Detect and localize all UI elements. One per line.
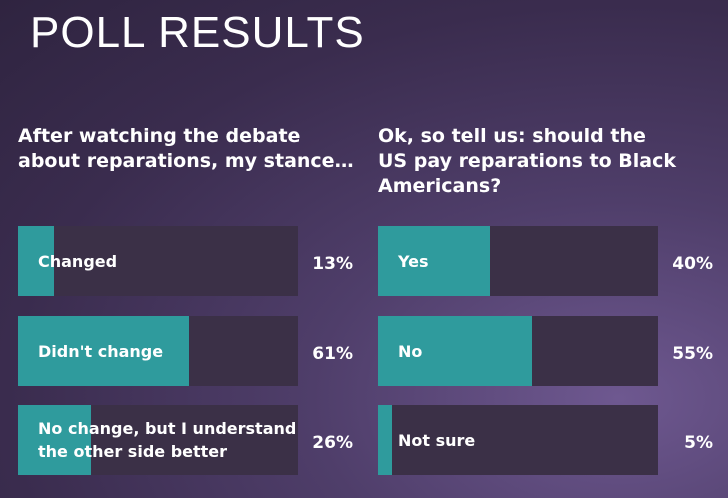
question-line: Ok, so tell us: should the	[378, 125, 646, 147]
question-line: about reparations, my stance…	[18, 150, 354, 172]
question-line: After watching the debate	[18, 125, 301, 147]
category-label: No change, but I understand the other si…	[38, 419, 297, 461]
bar-track: Didn't change	[18, 316, 298, 386]
category-label: No	[398, 341, 423, 361]
value-label: 26%	[312, 433, 353, 453]
value-label: 55%	[672, 344, 713, 364]
bar-track: Changed	[18, 226, 298, 296]
bar	[18, 405, 91, 475]
bar	[18, 226, 55, 296]
bar-track: No change, but I understand the other si…	[18, 405, 298, 475]
question-line: US pay reparations to Black	[378, 150, 676, 172]
bar-track: Not sure	[378, 405, 658, 475]
category-label: Changed	[38, 251, 118, 271]
category-label: Not sure	[398, 430, 476, 450]
bar-track: No	[378, 316, 658, 386]
bar	[378, 405, 392, 475]
category-label: Didn't change	[38, 341, 164, 361]
value-label: 13%	[312, 254, 353, 274]
page-title: POLL RESULTS	[30, 8, 365, 57]
question-line: Americans?	[378, 175, 502, 197]
category-label: Yes	[398, 251, 429, 271]
bar	[378, 316, 532, 386]
bar	[18, 316, 189, 386]
value-label: 5%	[684, 433, 713, 453]
value-label: 61%	[312, 344, 353, 364]
bar	[378, 226, 490, 296]
bar-track: Yes	[378, 226, 658, 296]
value-label: 40%	[672, 254, 713, 274]
